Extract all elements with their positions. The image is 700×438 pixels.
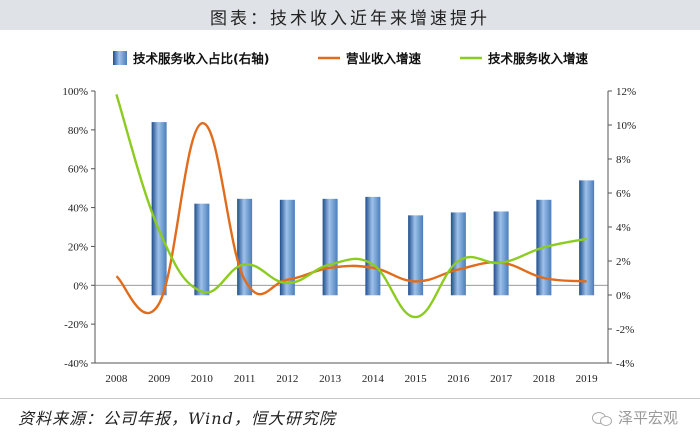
left-axis-tick-label: 80%: [68, 125, 88, 137]
right-axis-tick-label: 8%: [616, 154, 631, 166]
legend-swatch-bar: [113, 51, 127, 65]
bar-tech-share: [279, 199, 295, 296]
bar-tech-share: [579, 180, 595, 296]
x-axis-tick-label: 2016: [447, 373, 470, 385]
legend-label-revenue: 营业收入增速: [346, 51, 422, 66]
bar-tech-share: [322, 198, 338, 296]
legend-label-tech: 技术服务收入增速: [488, 51, 589, 66]
x-axis-tick-label: 2013: [319, 373, 342, 385]
right-axis-tick-label: -4%: [616, 358, 634, 370]
right-axis-tick-label: 0%: [616, 290, 631, 302]
right-axis-tick-label: 6%: [616, 188, 631, 200]
bar-tech-share: [194, 203, 210, 296]
bar-tech-share: [408, 215, 424, 296]
footer: 资料来源：公司年报，Wind，恒大研究院 泽平宏观: [0, 398, 700, 438]
legend-label-bar: 技术服务收入占比(右轴): [133, 51, 269, 66]
bar-tech-share: [151, 122, 167, 296]
watermark-text: 泽平宏观: [617, 409, 678, 427]
x-axis-tick-label: 2017: [490, 373, 513, 385]
left-axis-tick-label: 40%: [68, 203, 88, 215]
bar-series: [151, 122, 595, 296]
bar-tech-share: [365, 196, 381, 296]
x-axis-tick-label: 2010: [191, 373, 214, 385]
source-note: 资料来源：公司年报，Wind，恒大研究院: [18, 409, 336, 428]
line-tech-growth: [115, 94, 587, 319]
left-axis-tick-label: 60%: [68, 164, 88, 176]
x-axis-tick-label: 2015: [405, 373, 428, 385]
x-axis-tick-label: 2014: [362, 373, 385, 385]
right-axis-tick-label: 2%: [616, 256, 631, 268]
line-series: [115, 94, 587, 319]
x-axis-tick-label: 2011: [234, 373, 256, 385]
right-axis: -4% -2% 0% 2% 4% 6% 8% 10% 12%: [607, 86, 636, 370]
left-axis: -40% -20% 0% 20% 40% 60% 80% 100%: [62, 86, 96, 370]
left-axis-tick-label: -20%: [64, 319, 88, 331]
page-title: 图表：技术收入近年来增速提升: [210, 9, 490, 29]
x-axis-tick-label: 2012: [276, 373, 298, 385]
right-axis-tick-label: -2%: [616, 324, 634, 336]
title-bar: 图表：技术收入近年来增速提升: [0, 0, 700, 30]
line-revenue-growth: [115, 122, 587, 314]
right-axis-tick-label: 4%: [616, 222, 631, 234]
bar-tech-share: [450, 212, 466, 296]
right-axis-tick-label: 12%: [616, 86, 636, 98]
legend: 技术服务收入占比(右轴) 营业收入增速 技术服务收入增速: [113, 51, 589, 66]
left-axis-tick-label: -40%: [64, 358, 88, 370]
x-axis: 2008 2009 2010 2011 2012 2013 2014 2015 2016 2017…: [95, 284, 608, 385]
left-axis-tick-label: 20%: [68, 241, 88, 253]
x-axis-tick-label: 2018: [533, 373, 556, 385]
chart: 技术服务收入占比(右轴) 营业收入增速 技术服务收入增速 -40% -20% 0% 20%…: [62, 51, 636, 385]
x-axis-tick-label: 2009: [148, 373, 171, 385]
left-axis-tick-label: 100%: [62, 86, 88, 98]
right-axis-tick-label: 10%: [616, 120, 636, 132]
left-axis-tick-label: 0%: [73, 280, 88, 292]
wechat-icon: [591, 410, 612, 426]
x-axis-tick-label: 2019: [576, 373, 599, 385]
x-axis-tick-label: 2008: [105, 373, 128, 385]
watermark: 泽平宏观: [591, 407, 678, 428]
bar-tech-share: [493, 211, 509, 296]
